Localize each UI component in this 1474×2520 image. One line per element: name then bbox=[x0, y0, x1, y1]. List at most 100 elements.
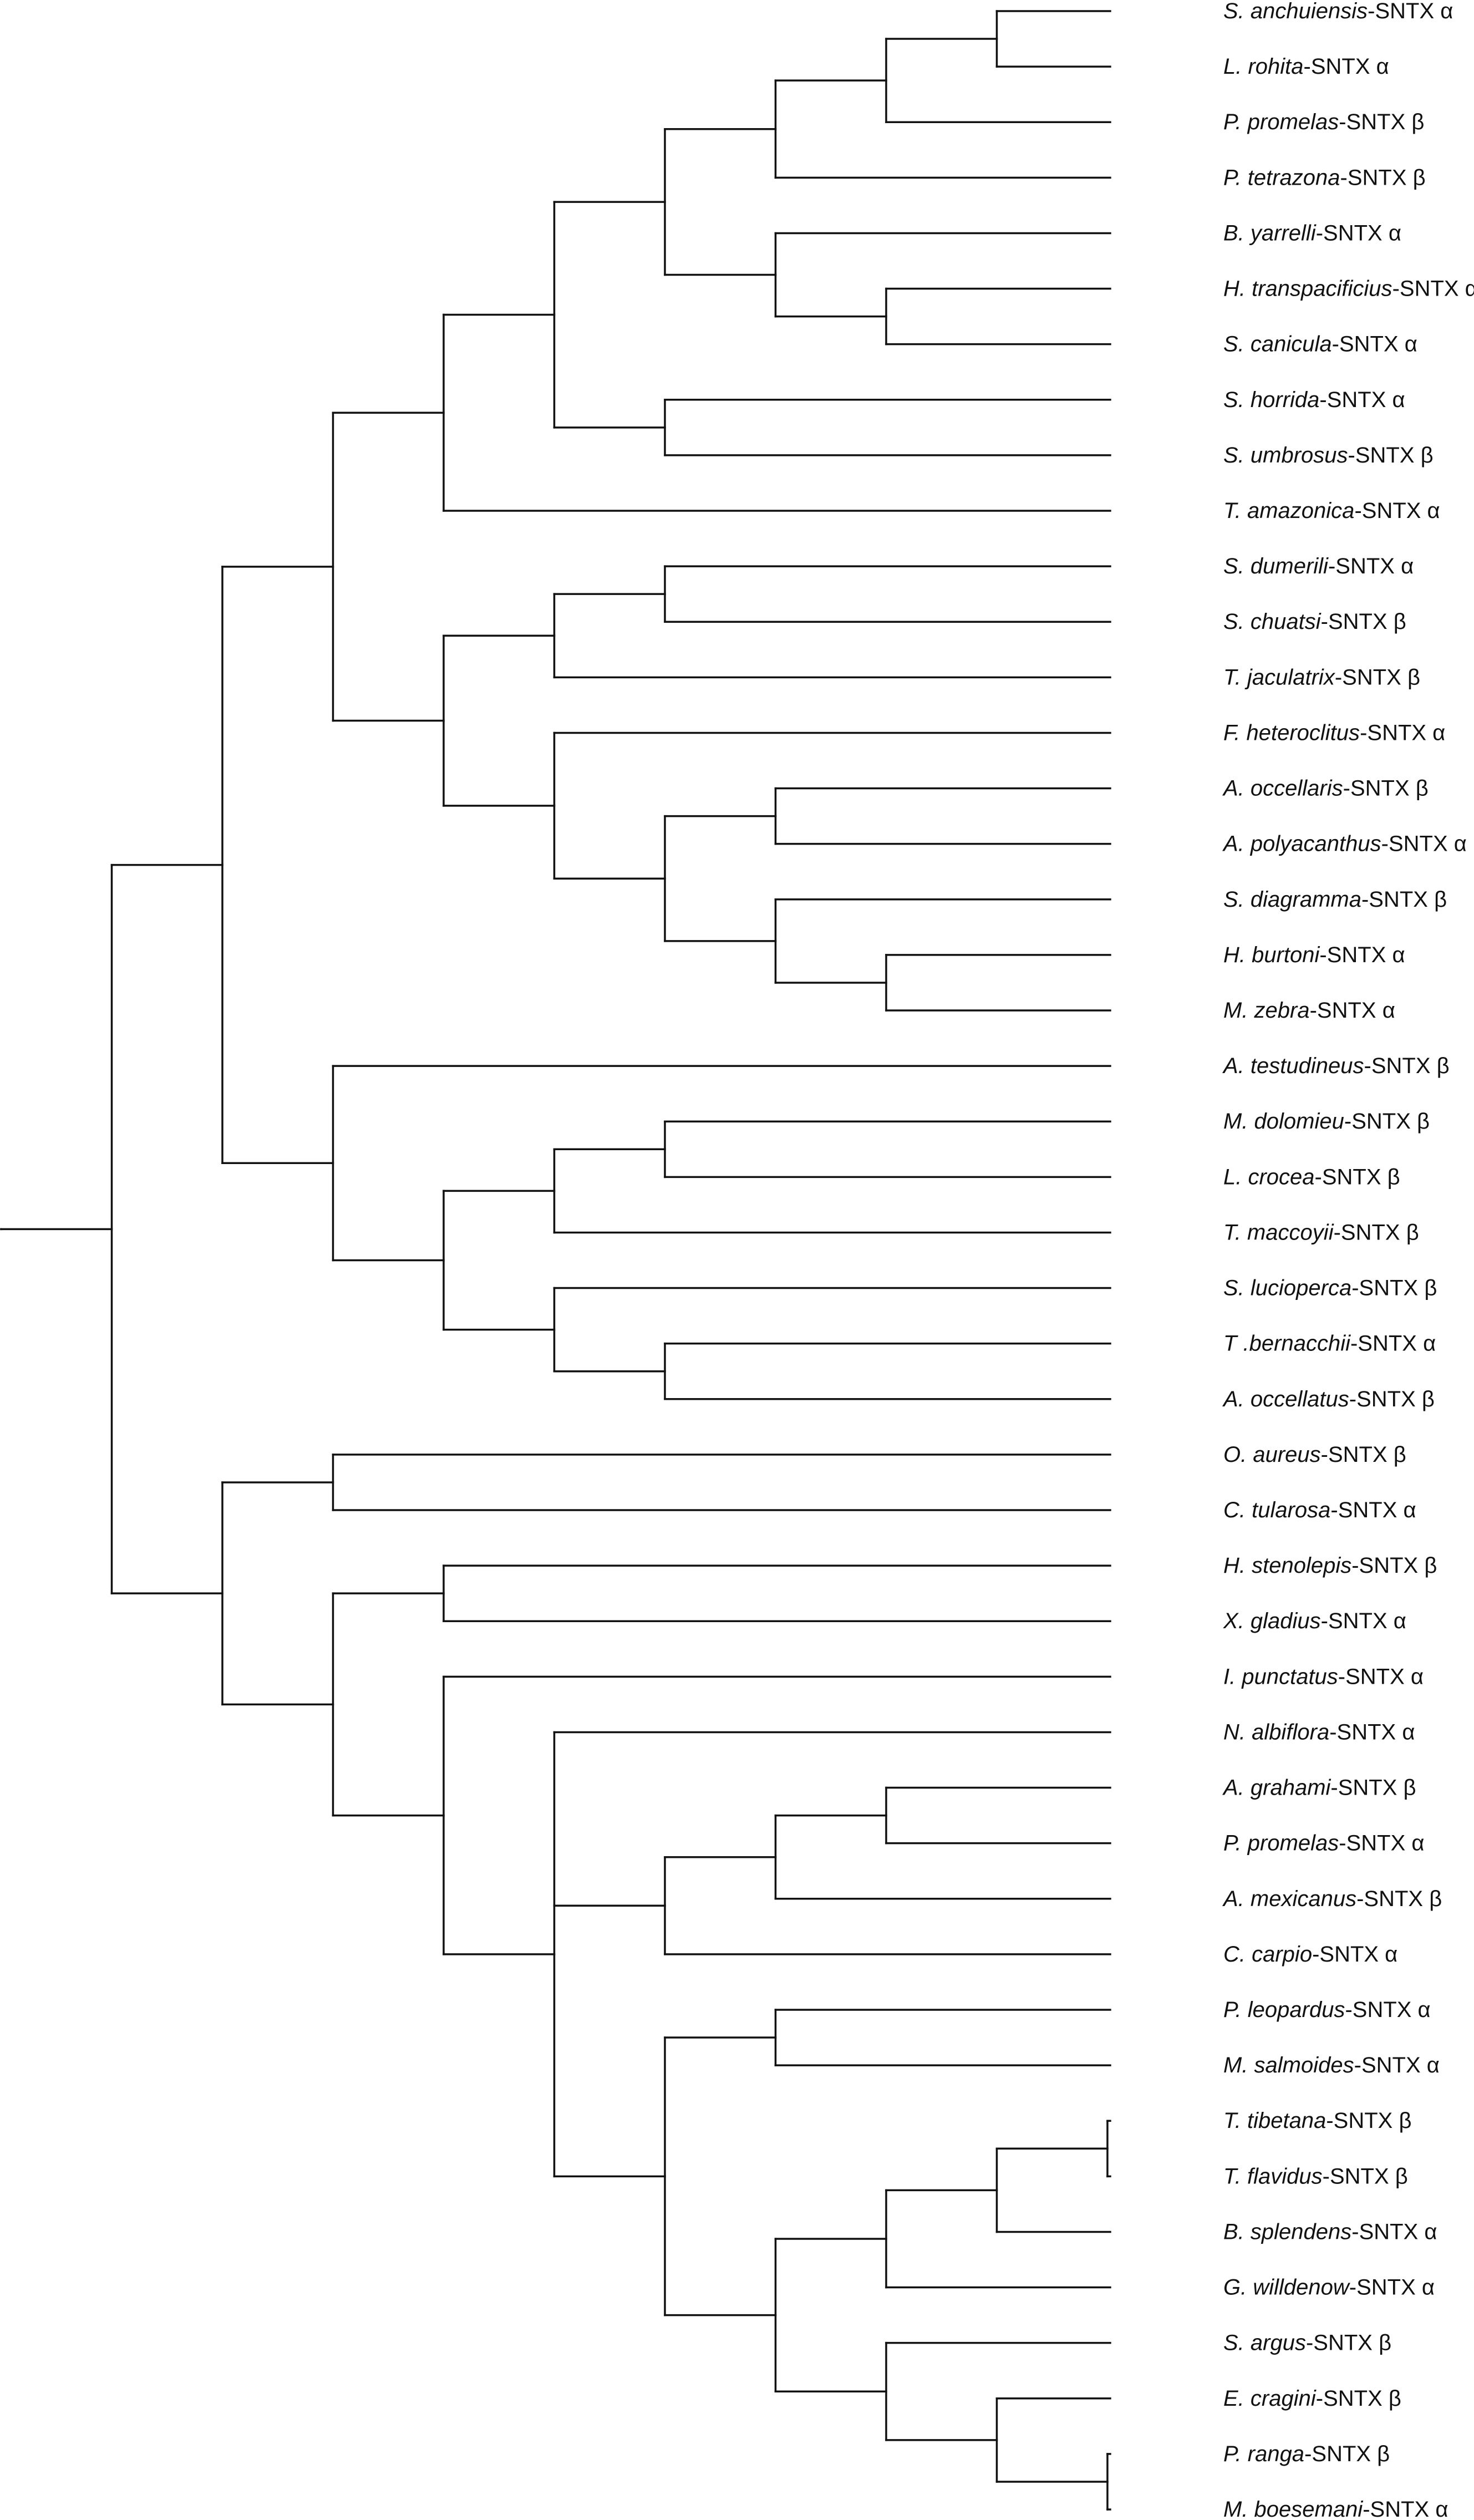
leaf-label: M. dolomieu-SNTX β bbox=[1223, 1109, 1430, 1134]
toxin-subunit: -SNTX α bbox=[1349, 2275, 1435, 2300]
species-name: H. burtoni bbox=[1223, 943, 1320, 967]
toxin-subunit: -SNTX β bbox=[1348, 443, 1434, 468]
species-name: S. umbrosus bbox=[1223, 443, 1348, 468]
leaf-label: H. burtoni-SNTX α bbox=[1223, 943, 1405, 967]
leaf-label: O. aureus-SNTX β bbox=[1223, 1442, 1406, 1467]
leaf-label: X. gladius-SNTX α bbox=[1223, 1609, 1406, 1633]
toxin-subunit: -SNTX α bbox=[1345, 1998, 1430, 2022]
leaf-label: T. flavidus-SNTX β bbox=[1223, 2164, 1408, 2188]
toxin-subunit: -SNTX β bbox=[1316, 2386, 1401, 2411]
toxin-subunit: -SNTX α bbox=[1381, 832, 1467, 856]
leaf-label: F. heteroclitus-SNTX α bbox=[1223, 720, 1445, 745]
leaf-label: T. amazonica-SNTX α bbox=[1223, 499, 1440, 523]
leaf-label: P. promelas-SNTX α bbox=[1223, 1831, 1425, 1856]
species-name: A. grahami bbox=[1222, 1776, 1331, 1800]
toxin-subunit: -SNTX α bbox=[1350, 1332, 1436, 1356]
toxin-subunit: -SNTX β bbox=[1343, 776, 1429, 801]
species-name: T .bernacchii bbox=[1223, 1332, 1351, 1356]
species-name: P. ranga bbox=[1223, 2442, 1304, 2466]
species-name: L. rohita bbox=[1223, 54, 1304, 79]
toxin-subunit: -SNTX β bbox=[1304, 2442, 1390, 2466]
leaf-label: S. canicula-SNTX α bbox=[1223, 332, 1417, 357]
toxin-subunit: -SNTX β bbox=[1306, 2331, 1391, 2355]
species-name: P. promelas bbox=[1223, 1831, 1339, 1856]
species-name: M. dolomieu bbox=[1223, 1109, 1344, 1134]
leaf-label: N. albiflora-SNTX α bbox=[1223, 1720, 1415, 1744]
species-name: A. polyacanthus bbox=[1222, 832, 1381, 856]
species-name: M. boesemani bbox=[1223, 2497, 1363, 2520]
leaf-label: A. occellatus-SNTX β bbox=[1222, 1387, 1435, 1411]
toxin-subunit: -SNTX β bbox=[1351, 1553, 1437, 1578]
toxin-subunit: -SNTX α bbox=[1392, 277, 1474, 301]
toxin-subunit: -SNTX β bbox=[1361, 887, 1447, 912]
species-name: H. stenolepis bbox=[1223, 1553, 1351, 1578]
toxin-subunit: -SNTX β bbox=[1321, 1442, 1406, 1467]
toxin-subunit: -SNTX α bbox=[1354, 499, 1440, 523]
leaf-label: L. rohita-SNTX α bbox=[1223, 54, 1389, 79]
leaf-label: P. tetrazona-SNTX β bbox=[1223, 165, 1426, 190]
leaf-label: A. testudineus-SNTX β bbox=[1222, 1054, 1450, 1078]
leaf-label: M. boesemani-SNTX α bbox=[1223, 2497, 1448, 2520]
species-name: C. carpio bbox=[1223, 1942, 1312, 1967]
species-name: E. cragini bbox=[1223, 2386, 1317, 2411]
leaf-label: M. zebra-SNTX α bbox=[1223, 998, 1395, 1023]
toxin-subunit: -SNTX β bbox=[1356, 1887, 1442, 1911]
leaf-label: T. tibetana-SNTX β bbox=[1223, 2109, 1411, 2133]
species-name: T. flavidus bbox=[1223, 2164, 1323, 2188]
leaf-label: H. stenolepis-SNTX β bbox=[1223, 1553, 1437, 1578]
leaf-label: A. occellaris-SNTX β bbox=[1222, 776, 1429, 801]
toxin-subunit: -SNTX α bbox=[1329, 1720, 1415, 1744]
toxin-subunit: -SNTX β bbox=[1321, 609, 1406, 634]
toxin-subunit: -SNTX α bbox=[1316, 221, 1401, 245]
toxin-subunit: -SNTX β bbox=[1323, 2164, 1408, 2188]
leaf-label: S. chuatsi-SNTX β bbox=[1223, 609, 1406, 634]
species-name: S. canicula bbox=[1223, 332, 1332, 357]
toxin-subunit: -SNTX α bbox=[1338, 1664, 1424, 1689]
species-name: A. occellatus bbox=[1222, 1387, 1349, 1411]
leaf-label: M. salmoides-SNTX α bbox=[1223, 2053, 1440, 2077]
species-name: S. diagramma bbox=[1223, 887, 1361, 912]
species-name: L. crocea bbox=[1223, 1165, 1315, 1189]
species-name: A. mexicanus bbox=[1222, 1887, 1356, 1911]
leaf-label: B. splendens-SNTX α bbox=[1223, 2219, 1437, 2244]
toxin-subunit: -SNTX α bbox=[1319, 943, 1405, 967]
leaf-label: H. transpacificius-SNTX α bbox=[1223, 277, 1474, 301]
toxin-subunit: -SNTX β bbox=[1351, 1276, 1437, 1300]
species-name: P. tetrazona bbox=[1223, 165, 1340, 190]
species-name: T. jaculatrix bbox=[1223, 665, 1336, 689]
toxin-subunit: -SNTX α bbox=[1312, 1942, 1397, 1967]
leaf-label: G. willdenow-SNTX α bbox=[1223, 2275, 1435, 2300]
species-name: S. lucioperca bbox=[1223, 1276, 1351, 1300]
leaf-label: A. polyacanthus-SNTX α bbox=[1222, 832, 1467, 856]
species-name: S. chuatsi bbox=[1223, 609, 1321, 634]
species-name: S. argus bbox=[1223, 2331, 1306, 2355]
species-name: O. aureus bbox=[1223, 1442, 1321, 1467]
leaf-label: C. carpio-SNTX α bbox=[1223, 1942, 1397, 1967]
species-name: A. testudineus bbox=[1222, 1054, 1364, 1078]
leaf-label: S. lucioperca-SNTX β bbox=[1223, 1276, 1437, 1300]
toxin-subunit: -SNTX β bbox=[1334, 1220, 1419, 1244]
toxin-subunit: -SNTX β bbox=[1326, 2109, 1411, 2133]
toxin-subunit: -SNTX β bbox=[1364, 1054, 1450, 1078]
species-name: S. horrida bbox=[1223, 388, 1319, 412]
toxin-subunit: -SNTX β bbox=[1344, 1109, 1430, 1134]
species-name: X. gladius bbox=[1223, 1609, 1321, 1633]
leaf-label: T .bernacchii-SNTX α bbox=[1223, 1332, 1436, 1356]
species-name: A. occellaris bbox=[1222, 776, 1343, 801]
toxin-subunit: -SNTX β bbox=[1335, 665, 1420, 689]
species-name: B. yarrelli bbox=[1223, 221, 1317, 245]
species-name: N. albiflora bbox=[1223, 1720, 1329, 1744]
leaf-label: I. punctatus-SNTX α bbox=[1223, 1664, 1424, 1689]
toxin-subunit: -SNTX α bbox=[1351, 2219, 1437, 2244]
species-name: T. amazonica bbox=[1223, 499, 1354, 523]
toxin-subunit: -SNTX α bbox=[1339, 1831, 1424, 1856]
leaf-label: P. leopardus-SNTX α bbox=[1223, 1998, 1431, 2022]
tree-branches bbox=[0, 10, 1111, 2511]
toxin-subunit: -SNTX α bbox=[1368, 0, 1453, 23]
species-name: H. transpacificius bbox=[1223, 277, 1392, 301]
leaf-label: E. cragini-SNTX β bbox=[1223, 2386, 1401, 2411]
species-name: P. promelas bbox=[1223, 110, 1339, 134]
toxin-subunit: -SNTX α bbox=[1328, 554, 1414, 578]
species-name: S. anchuiensis bbox=[1223, 0, 1368, 23]
leaf-label: A. grahami-SNTX β bbox=[1222, 1776, 1416, 1800]
